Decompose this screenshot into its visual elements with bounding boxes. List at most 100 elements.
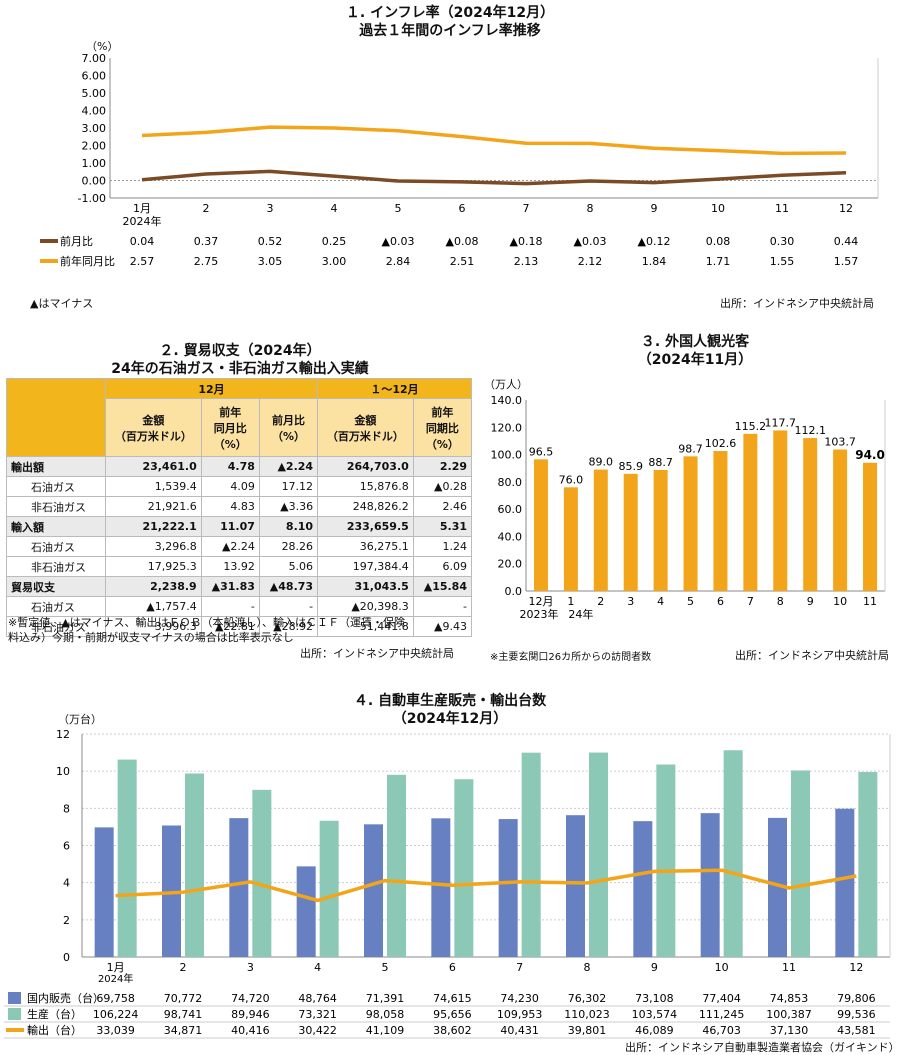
inflation-x-tick: 7 <box>523 202 530 215</box>
row-label: 貿易収支 <box>6 576 106 597</box>
auto-data-label: 41,109 <box>366 1024 405 1037</box>
auto-bar <box>521 752 541 957</box>
trade-note: ※暫定値、▲はマイナス、輸出はＦＯＢ（本船渡し）、輸入はＣＩＦ（運賃・保険 料込… <box>8 616 405 644</box>
tourism-x-tick: 3 <box>627 595 634 608</box>
inflation-x-tick: 2024年 <box>123 214 162 228</box>
table-row: 石油ガス 3,296.8 ▲2.24 28.26 36,275.1 1.24 <box>6 536 473 557</box>
auto-bar <box>185 773 204 957</box>
tourism-title: ３. 外国人観光客 （2024年11月） <box>637 334 753 368</box>
auto-data-label: 69,758 <box>96 992 135 1005</box>
auto-x-tick: 11 <box>782 961 796 974</box>
tourism-data-label: 89.0 <box>589 456 614 469</box>
inflation-data-label: 1.55 <box>770 255 795 268</box>
cell: 4.83 <box>200 496 260 517</box>
auto-bar <box>364 824 383 957</box>
auto-data-label: 106,224 <box>93 1008 139 1021</box>
inflation-y-tick: 5.00 <box>82 87 107 100</box>
cell: - <box>412 596 473 617</box>
tourism-source: 出所：インドネシア中央統計局 <box>735 649 889 662</box>
inflation-legend-label: 前月比 <box>60 234 93 248</box>
cell: ▲2.24 <box>200 536 260 557</box>
cell: 197,384.4 <box>317 556 414 577</box>
tourism-x-tick: 1 <box>567 595 574 608</box>
auto-y-tick: 6 <box>63 840 70 853</box>
inflation-data-label: 0.44 <box>834 235 859 248</box>
inflation-x-tick: 12 <box>839 202 853 215</box>
inflation-data-label: 2.13 <box>514 255 539 268</box>
cell: 264,703.0 <box>317 456 414 477</box>
auto-legend-label: 輸出（台） <box>27 1023 82 1037</box>
auto-data-label: 74,720 <box>231 992 270 1005</box>
tourism-x-tick: 7 <box>747 595 754 608</box>
col-amount2: 金額 （百万米ドル） <box>317 398 414 457</box>
auto-x-tick: 6 <box>449 961 456 974</box>
cell: ▲20,398.3 <box>317 596 414 617</box>
cell: 5.06 <box>258 556 319 577</box>
row-label: 非石油ガス <box>6 616 106 637</box>
tourism-x-tick: 2 <box>597 595 604 608</box>
inflation-x-tick: 1月 <box>133 202 151 215</box>
auto-data-label: 103,574 <box>632 1008 678 1021</box>
auto-bar <box>633 821 653 957</box>
tourism-data-label: 102.6 <box>705 437 737 450</box>
tourism-y-tick: 100.0 <box>491 449 523 462</box>
auto-x-tick: 2024年 <box>98 972 133 985</box>
auto-bar <box>589 752 608 957</box>
tourism-data-label: 94.0 <box>855 448 885 462</box>
tourism-data-label: 103.7 <box>824 436 856 449</box>
auto-data-label: 73,108 <box>635 992 674 1005</box>
inflation-y-tick: -1.00 <box>78 192 106 205</box>
cell: 3,296.8 <box>105 536 202 557</box>
tourism-y-tick: 80.0 <box>498 476 523 489</box>
auto-x-tick: 8 <box>584 961 591 974</box>
cell: 248,826.2 <box>317 496 414 517</box>
auto-y-tick: 4 <box>63 877 70 890</box>
cell: 6.09 <box>412 556 473 577</box>
auto-x-tick: 9 <box>651 961 658 974</box>
inflation-x-tick: 9 <box>651 202 658 215</box>
auto-data-label: 30,422 <box>298 1024 337 1037</box>
auto-x-tick: 12 <box>849 961 863 974</box>
tourism-bar <box>803 438 818 591</box>
row-label: 石油ガス <box>6 476 106 497</box>
inflation-y-tick: 3.00 <box>82 122 107 135</box>
cell: 2.46 <box>412 496 473 517</box>
row-label: 石油ガス <box>6 536 106 557</box>
inflation-x-tick: 10 <box>711 202 725 215</box>
tourism-bar <box>593 469 608 591</box>
tourism-data-label: 117.7 <box>765 416 797 429</box>
auto-data-label: 79,806 <box>837 992 876 1005</box>
tourism-bar <box>713 451 728 591</box>
auto-bar <box>656 764 676 957</box>
tourism-bar <box>533 459 548 591</box>
cell: ▲2.24 <box>258 456 319 477</box>
inflation-data-label: 2.57 <box>130 255 155 268</box>
auto-data-label: 43,581 <box>837 1024 876 1037</box>
inflation-data-label: 2.51 <box>450 255 475 268</box>
auto-data-label: 110,023 <box>564 1008 610 1021</box>
inflation-x-tick: 3 <box>267 202 274 215</box>
inflation-data-label: 3.00 <box>322 255 347 268</box>
auto-y-tick: 8 <box>63 802 70 815</box>
inflation-data-label: ▲0.18 <box>510 235 543 248</box>
auto-bar <box>700 813 720 957</box>
auto-bar <box>498 819 518 957</box>
cell: ▲1,757.4 <box>105 596 202 617</box>
auto-data-label: 46,089 <box>635 1024 674 1037</box>
inflation-data-label: 0.08 <box>706 235 731 248</box>
tourism-bar <box>683 456 698 591</box>
auto-data-label: 73,321 <box>298 1008 337 1021</box>
auto-bar <box>431 818 451 957</box>
auto-legend-label: 生産（台） <box>27 1007 82 1021</box>
tourism-year-label: 24年 <box>568 607 593 621</box>
inflation-x-tick: 6 <box>459 202 466 215</box>
tourism-data-label: 85.9 <box>618 460 643 473</box>
inflation-y-tick: 2.00 <box>82 140 107 153</box>
tourism-x-tick: 8 <box>777 595 784 608</box>
tourism-x-tick: 6 <box>717 595 724 608</box>
auto-bar <box>835 808 855 957</box>
cell: ▲48.73 <box>258 576 319 597</box>
auto-data-label: 100,387 <box>766 1008 812 1021</box>
auto-bar <box>454 779 474 957</box>
